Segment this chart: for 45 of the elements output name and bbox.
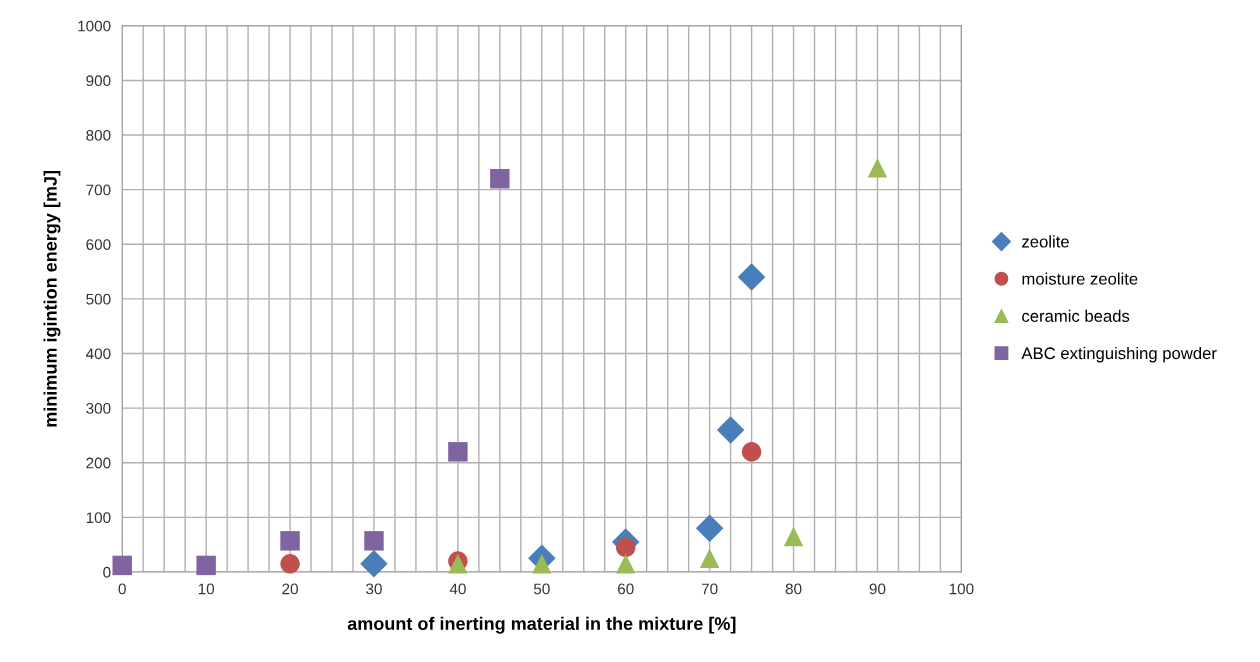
point	[716, 416, 745, 444]
point	[360, 550, 388, 578]
y-tick-label: 600	[86, 239, 111, 250]
y-axis-title: minimum igintion energy [mJ]	[43, 170, 61, 427]
point	[280, 554, 300, 574]
point	[280, 531, 300, 551]
point	[737, 263, 766, 291]
x-tick-label: 30	[366, 583, 382, 595]
point	[615, 537, 636, 558]
legend-label: zeolite	[1022, 235, 1069, 248]
y-tick-label: 800	[86, 129, 111, 141]
point	[741, 442, 762, 462]
x-axis-title: amount of inerting material in the mixture [%]	[347, 616, 736, 634]
point	[695, 514, 724, 543]
point	[364, 531, 384, 551]
x-tick-label: 50	[533, 583, 550, 595]
point	[448, 442, 468, 462]
point	[783, 526, 804, 547]
y-tick-label: 100	[86, 512, 111, 524]
y-tick-label: 200	[86, 457, 111, 469]
legend-label: moisture zeolite	[1022, 272, 1138, 285]
x-tick-label: 90	[869, 583, 886, 595]
x-tick-label: 60	[618, 583, 634, 595]
point	[112, 555, 132, 576]
y-tick-label: 0	[103, 566, 111, 578]
x-tick-label: 0	[118, 583, 126, 595]
x-tick-label: 40	[449, 583, 466, 595]
point	[490, 169, 510, 189]
y-tick-label: 700	[86, 184, 111, 196]
y-tick-label: 1000	[78, 20, 111, 32]
point	[196, 555, 216, 576]
x-tick-label: 80	[785, 583, 802, 595]
legend-label: ABC extinguishing powder	[1021, 346, 1217, 363]
y-tick-label: 300	[86, 402, 111, 414]
y-tick-label: 900	[86, 75, 111, 87]
y-tick-label: 400	[85, 348, 111, 360]
point	[615, 554, 636, 574]
legend-label: ceramic beads	[1022, 309, 1130, 322]
x-tick-label: 20	[282, 583, 298, 595]
point	[867, 158, 888, 178]
x-tick-label: 70	[701, 583, 718, 595]
x-tick-label: 10	[198, 583, 215, 595]
point	[699, 548, 720, 569]
y-tick-label: 500	[86, 293, 111, 305]
x-tick-label: 100	[949, 583, 974, 595]
